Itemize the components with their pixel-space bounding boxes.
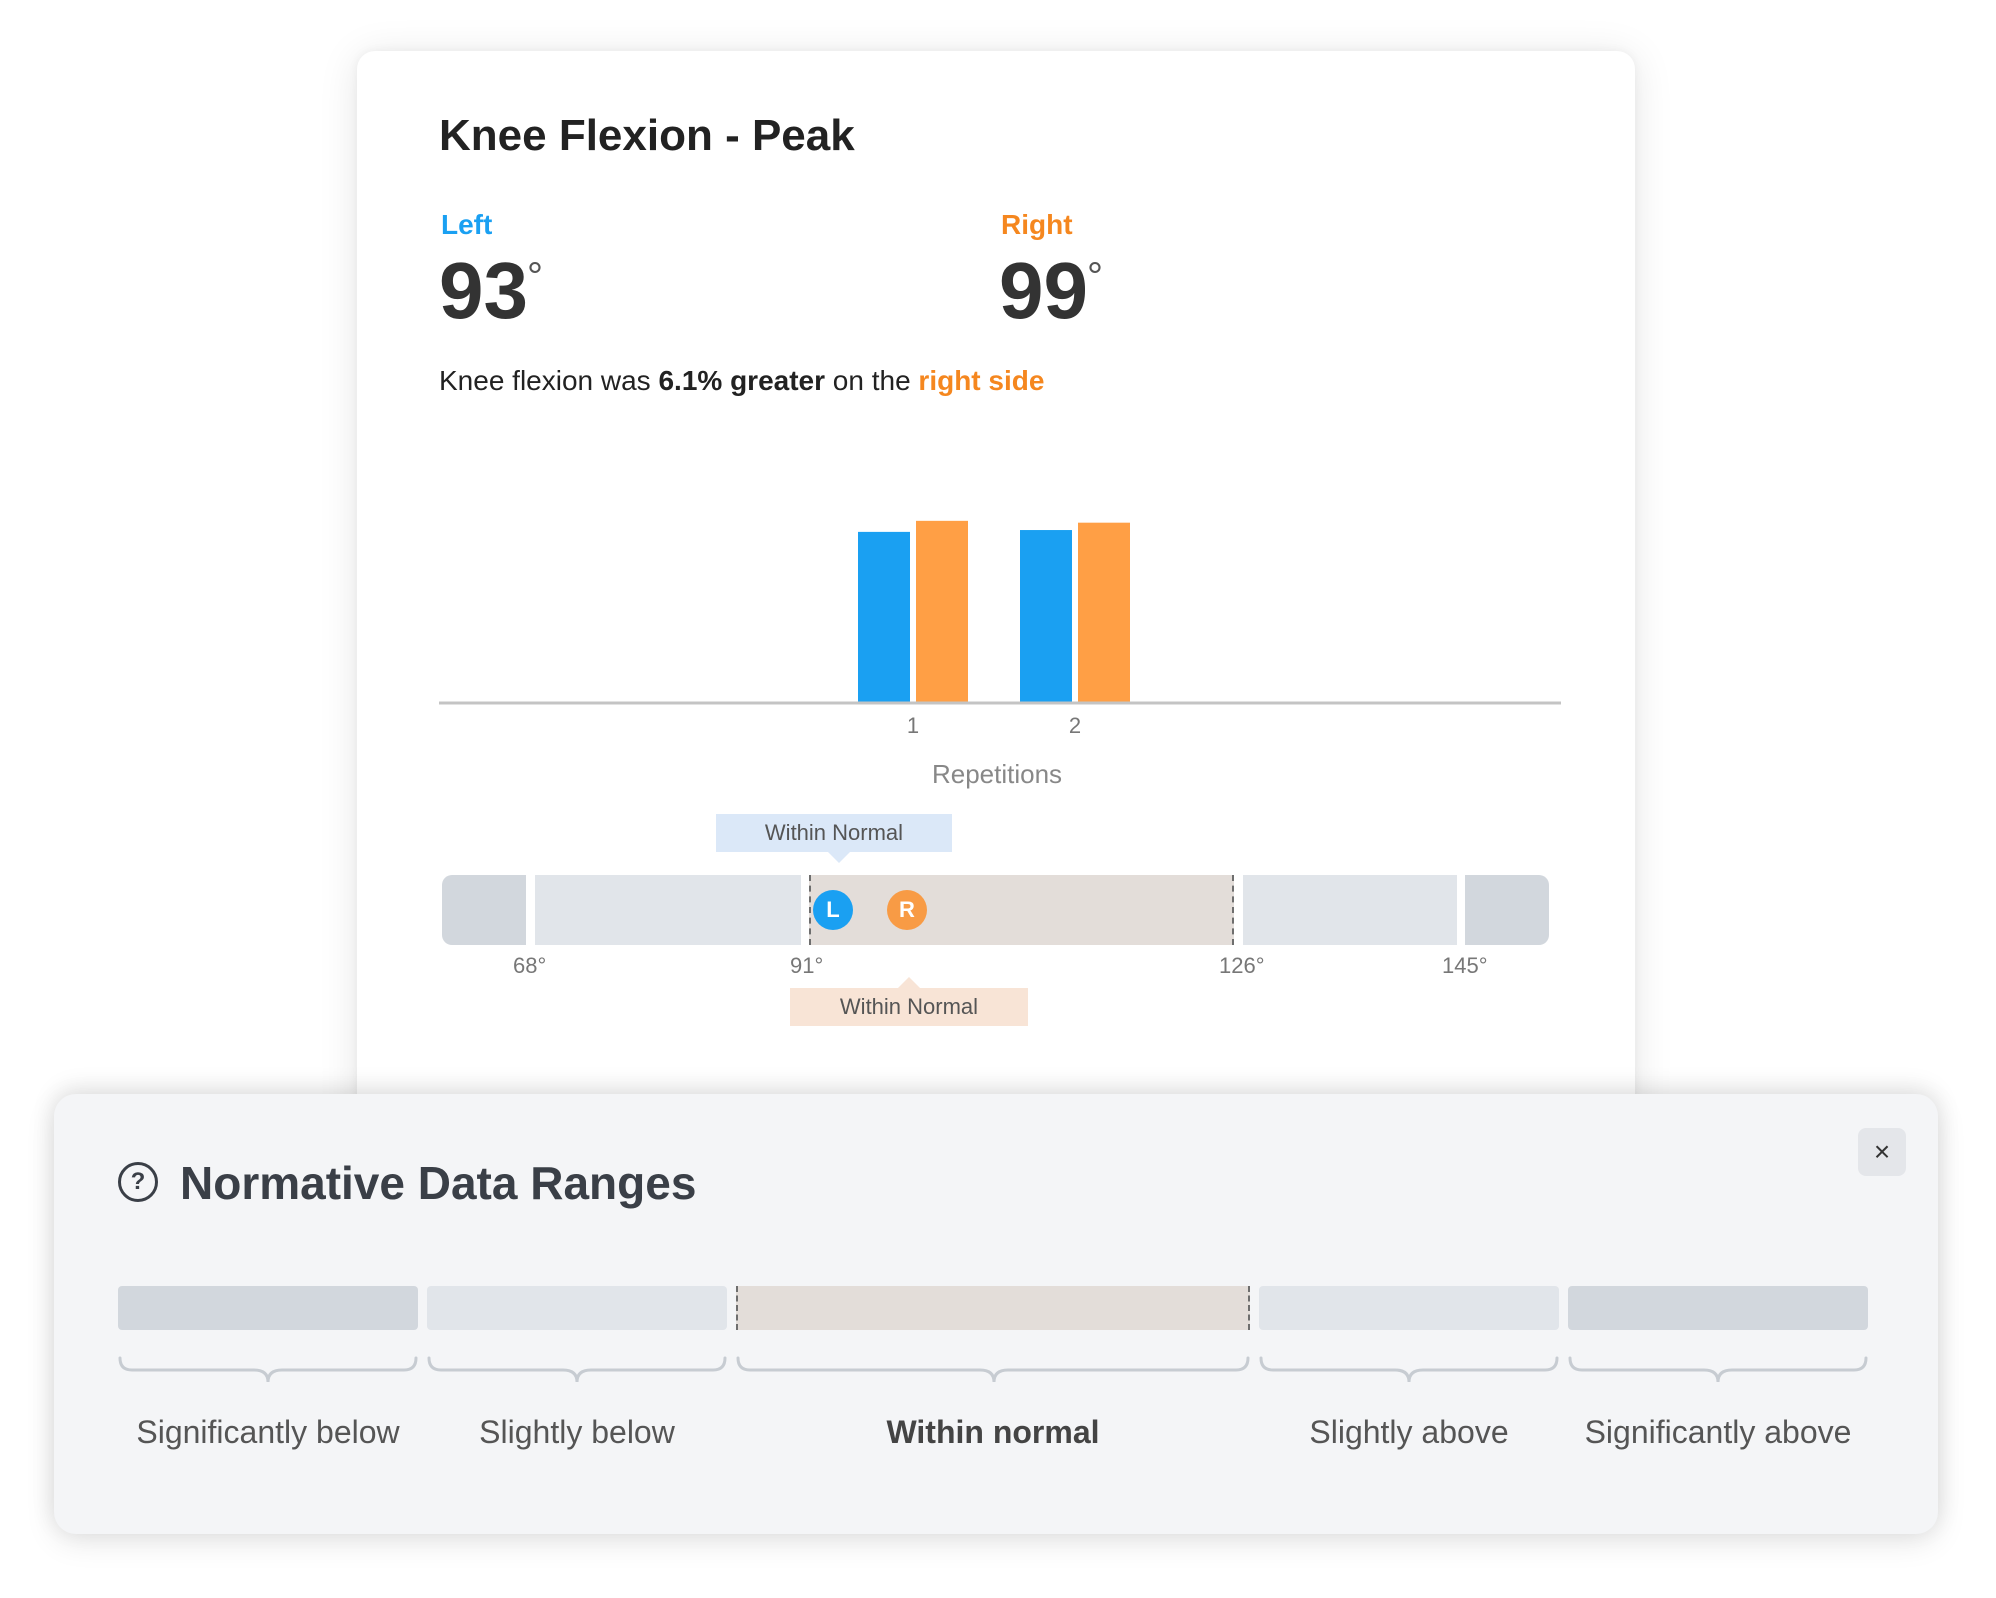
x-tick-label-1: 1: [907, 713, 919, 738]
norm-seg-slight-above: [1259, 1286, 1559, 1330]
range-seg-sig-below: [442, 875, 526, 945]
range-label-sig-above: Significantly above: [1584, 1414, 1852, 1450]
norm-seg-sig-below: [118, 1286, 418, 1330]
tick-label-91: 91°: [790, 953, 824, 978]
panel-title: Normative Data Ranges: [180, 1157, 697, 1209]
bar-right-rep-2: [1078, 522, 1130, 703]
right-label: Right: [1001, 209, 1073, 240]
norm-seg-slight-below: [427, 1286, 727, 1330]
bar-left-rep-2: [1020, 530, 1072, 703]
summary-prefix: Knee flexion was: [439, 365, 659, 396]
right-value: 99: [999, 246, 1088, 335]
knee-flexion-card: Knee Flexion - Peak Left Right 93 ° 99 °…: [357, 51, 1635, 1171]
brace-slight-above: [1259, 1356, 1559, 1383]
left-tooltip-arrow: [828, 852, 850, 863]
range-label-slight-above: Slightly above: [1309, 1414, 1509, 1450]
range-seg-slight-above: [1243, 875, 1457, 945]
repetitions-bar-chart: 1 2 Repetitions: [439, 520, 1561, 789]
tick-label-126: 126°: [1219, 953, 1265, 978]
brace-sig-below: [118, 1356, 418, 1383]
right-tooltip-arrow: [898, 977, 920, 988]
range-label-slight-below: Slightly below: [479, 1414, 675, 1450]
card-title: Knee Flexion - Peak: [439, 111, 855, 160]
x-tick-label-2: 2: [1069, 713, 1081, 738]
x-axis-label: Repetitions: [932, 759, 1062, 789]
right-marker: R: [887, 890, 927, 930]
tick-label-145: 145°: [1442, 953, 1488, 978]
left-unit: °: [527, 255, 543, 299]
left-label: Left: [441, 209, 493, 240]
range-seg-normal: [809, 875, 1234, 945]
range-label-sig-below: Significantly below: [136, 1414, 400, 1450]
brace-slight-below: [427, 1356, 727, 1383]
norm-seg-normal: [736, 1286, 1250, 1330]
range-seg-sig-above: [1465, 875, 1549, 945]
summary-side: right side: [918, 365, 1045, 396]
left-range-tooltip: Within Normal: [716, 814, 952, 852]
right-unit: °: [1087, 255, 1103, 299]
bar-right-rep-1: [916, 520, 968, 703]
close-button[interactable]: ×: [1858, 1128, 1906, 1176]
question-circle-icon: ?: [118, 1162, 158, 1202]
brace-normal: [736, 1356, 1250, 1383]
norm-seg-sig-above: [1568, 1286, 1868, 1330]
summary-middle: on the: [825, 365, 919, 396]
normative-ranges-panel: ? Normative Data Ranges × Significantly …: [54, 1094, 1938, 1534]
range-label-normal: Within normal: [886, 1414, 1100, 1450]
bar-left-rep-1: [858, 531, 910, 703]
summary-stat: 6.1% greater: [658, 365, 826, 396]
range-braces: [118, 1356, 1868, 1383]
tick-label-68: 68°: [513, 953, 547, 978]
range-seg-slight-below: [535, 875, 801, 945]
left-value: 93: [439, 246, 528, 335]
brace-sig-above: [1568, 1356, 1868, 1383]
summary-text: Knee flexion was 6.1% greater on the rig…: [439, 365, 1044, 397]
left-marker: L: [813, 890, 853, 930]
right-range-tooltip: Within Normal: [790, 988, 1028, 1026]
